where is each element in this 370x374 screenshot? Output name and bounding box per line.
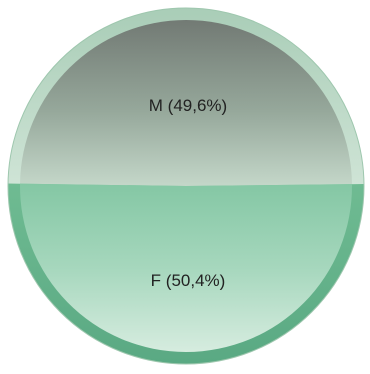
pie-slice-m-face bbox=[20, 20, 352, 187]
slice-label-m: M (49,6%) bbox=[149, 96, 227, 115]
pie-slice-f bbox=[7, 183, 364, 365]
pie-slice-f-face bbox=[19, 183, 352, 353]
pie-slice-m bbox=[8, 8, 364, 187]
pie-outline bbox=[7, 7, 365, 365]
slice-label-f: F (50,4%) bbox=[151, 271, 226, 290]
